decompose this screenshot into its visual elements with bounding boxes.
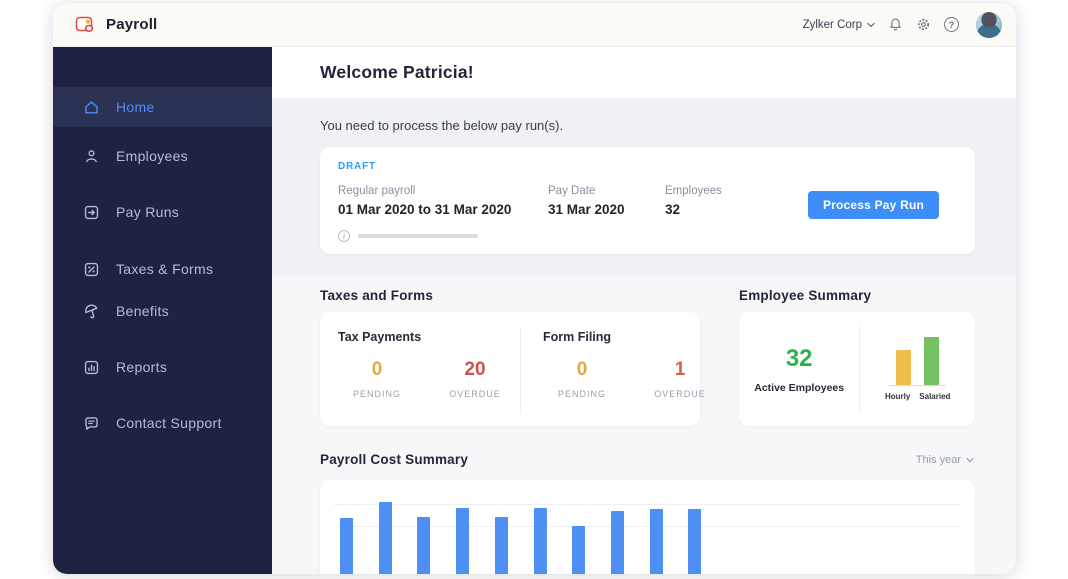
payroll-cost-title: Payroll Cost Summary (320, 452, 469, 467)
active-employees-count: 32 (785, 344, 813, 372)
app-body: Home Employees Pay Runs Taxes & Forms Be… (53, 47, 1016, 574)
payrun-card: DRAFT Regular payroll 01 Mar 2020 to 31 … (320, 147, 975, 254)
employee-summary-title: Employee Summary (739, 288, 872, 303)
top-bar: Payroll Zylker Corp ? (53, 3, 1016, 47)
chevron-down-icon (966, 457, 974, 462)
sidebar-item-reports[interactable]: Reports (53, 347, 272, 387)
active-employees-label: Active Employees (754, 381, 845, 394)
help-icon[interactable]: ? (944, 17, 959, 32)
hourly-label: Hourly (884, 392, 911, 401)
salaried-label: Salaried (919, 392, 951, 401)
pay-run-icon (84, 205, 99, 219)
user-avatar[interactable] (976, 11, 1002, 38)
sidebar-item-label: Pay Runs (116, 204, 180, 220)
status-badge: DRAFT (338, 161, 376, 172)
info-icon[interactable]: i (338, 230, 350, 242)
chat-icon (85, 416, 98, 430)
sidebar-item-home[interactable]: Home (53, 87, 272, 127)
person-icon (86, 149, 97, 162)
payrun-period-column: Regular payroll 01 Mar 2020 to 31 Mar 20… (338, 185, 512, 217)
salaried-bar (924, 337, 940, 385)
topbar-actions: Zylker Corp ? (803, 11, 1002, 38)
employees-column: Employees 32 (665, 185, 722, 217)
employee-type-chart: Hourly Salaried (859, 326, 975, 412)
form-filing-group: Form Filing 0 PENDING 1 OVERDU (520, 328, 725, 414)
employee-mini-bars (889, 337, 947, 386)
employee-summary-card: 32 Active Employees (739, 312, 975, 426)
cost-bar (649, 509, 663, 574)
payrun-progress-bar (358, 234, 478, 238)
app-window: Payroll Zylker Corp ? (53, 3, 1016, 574)
tax-pending-stat: 0 PENDING (352, 359, 401, 399)
cost-bar (456, 508, 470, 574)
sidebar-item-label: Home (116, 99, 155, 115)
sidebar-item-label: Benefits (116, 303, 169, 319)
main-content: Welcome Patricia! You need to process th… (272, 47, 1016, 574)
taxes-forms-column: Taxes and Forms Tax Payments 0 PENDING (320, 288, 705, 426)
payroll-logo-icon (75, 16, 94, 32)
notifications-bell-icon[interactable] (888, 17, 903, 32)
sidebar-item-contact-support[interactable]: Contact Support (53, 403, 272, 443)
cost-bar (572, 526, 586, 574)
form-overdue-stat: 1 OVERDUE (654, 359, 706, 399)
hourly-bar (896, 350, 912, 385)
company-name: Zylker Corp (802, 18, 862, 31)
cost-bar (378, 502, 392, 574)
payrun-columns: Regular payroll 01 Mar 2020 to 31 Mar 20… (338, 185, 957, 217)
payroll-cost-header: Payroll Cost Summary This year (320, 452, 975, 467)
taxes-forms-title: Taxes and Forms (320, 288, 434, 303)
cost-bar (494, 517, 508, 574)
sidebar-item-label: Contact Support (116, 415, 222, 431)
gridline (334, 504, 961, 505)
tax-payments-group: Tax Payments 0 PENDING 20 OVER (320, 328, 520, 414)
taxes-forms-card: Tax Payments 0 PENDING 20 OVER (320, 312, 705, 426)
cost-bar (417, 517, 431, 574)
process-pay-run-button[interactable]: Process Pay Run (807, 191, 939, 219)
cost-bar (533, 508, 547, 574)
sidebar-item-taxes-forms[interactable]: Taxes & Forms (53, 249, 272, 289)
form-pending-stat: 0 PENDING (557, 359, 606, 399)
app-logo: Payroll (75, 15, 157, 35)
payroll-cost-chart (320, 480, 975, 574)
sidebar-item-pay-runs[interactable]: Pay Runs (53, 192, 272, 232)
brand-name: Payroll (106, 16, 158, 33)
sidebar: Home Employees Pay Runs Taxes & Forms Be… (53, 47, 272, 574)
dashboard-section: Taxes and Forms Tax Payments 0 PENDING (272, 276, 1016, 574)
sidebar-item-label: Taxes & Forms (116, 261, 214, 277)
welcome-bar: Welcome Patricia! (272, 47, 1016, 98)
umbrella-icon (85, 304, 98, 318)
page-title: Welcome Patricia! (320, 62, 474, 82)
chevron-down-icon (867, 22, 875, 27)
company-selector[interactable]: Zylker Corp (803, 19, 875, 31)
payrun-section: You need to process the below pay run(s)… (272, 98, 1016, 276)
employee-summary-column: Employee Summary 32 Active Employees (739, 288, 975, 426)
pay-date-column: Pay Date 31 Mar 2020 (548, 185, 625, 217)
home-icon (85, 100, 98, 114)
payrun-notice: You need to process the below pay run(s)… (320, 118, 564, 133)
sidebar-item-employees[interactable]: Employees (53, 136, 272, 176)
bar-chart-icon (84, 360, 99, 374)
cost-bar (610, 511, 624, 574)
payrun-info-row: i (338, 230, 957, 242)
sidebar-item-label: Employees (116, 148, 188, 164)
gridline (334, 526, 961, 527)
cost-bar (688, 509, 702, 574)
summary-cards-row: Taxes and Forms Tax Payments 0 PENDING (320, 288, 975, 426)
sidebar-item-benefits[interactable]: Benefits (53, 291, 272, 331)
percent-icon (84, 262, 99, 276)
settings-gear-icon[interactable] (916, 17, 931, 32)
cost-bar (340, 518, 353, 574)
tax-overdue-stat: 20 OVERDUE (449, 359, 501, 399)
time-range-selector[interactable]: This year (916, 454, 974, 466)
active-employees-block: 32 Active Employees (739, 326, 859, 412)
sidebar-item-label: Reports (116, 359, 168, 375)
